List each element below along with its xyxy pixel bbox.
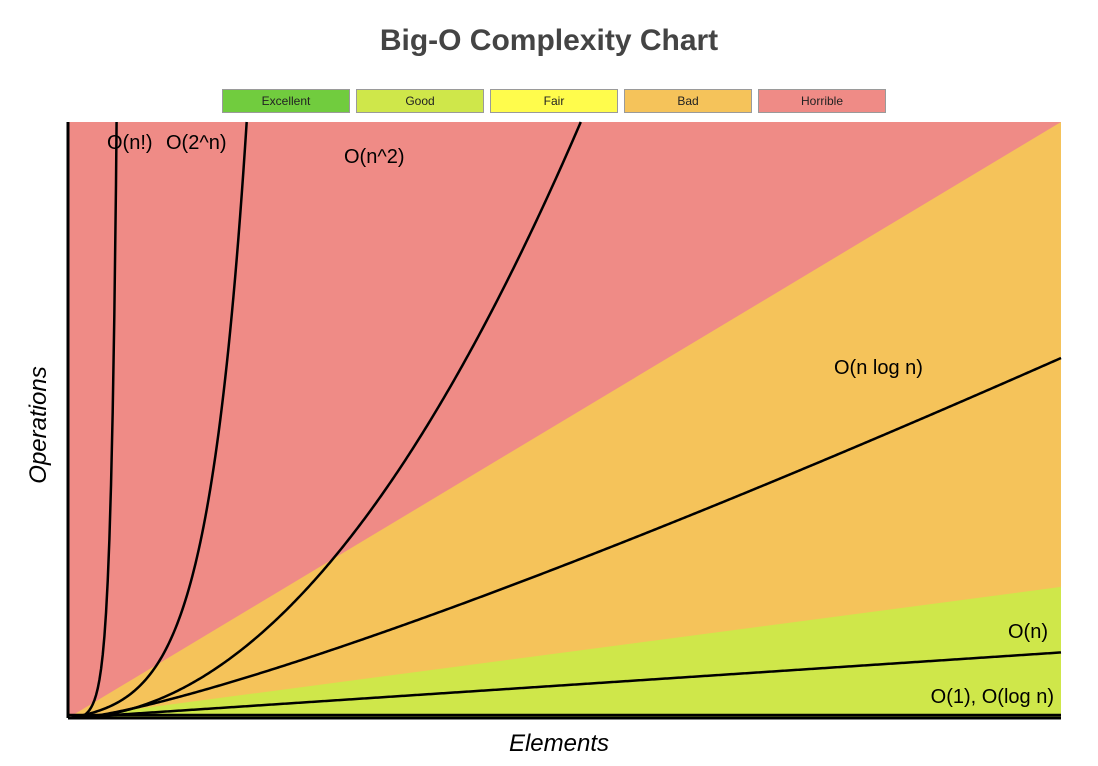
legend-bad: Bad <box>624 89 752 113</box>
legend: Excellent Good Fair Bad Horrible <box>222 89 886 115</box>
legend-horrible: Horrible <box>758 89 886 113</box>
y-axis-label: Operations <box>25 366 52 483</box>
curve-o-2-pow-n <box>67 121 248 720</box>
label-o-2-pow-n: O(2^n) <box>166 132 227 154</box>
legend-excellent: Excellent <box>222 89 350 113</box>
region-bad <box>68 122 1061 718</box>
x-axis-label: Elements <box>509 730 609 757</box>
label-o-1-log-n: O(1), O(log n) <box>931 686 1054 708</box>
label-o-n-squared: O(n^2) <box>344 146 405 168</box>
legend-good: Good <box>356 89 484 113</box>
curve-o-n <box>67 651 1062 720</box>
curve-o-n-log-n <box>68 356 1062 720</box>
curve-o-n-squared <box>67 121 582 720</box>
label-o-factorial: O(n!) <box>107 132 153 154</box>
chart-title: Big-O Complexity Chart <box>379 24 719 57</box>
region-good <box>68 586 1061 718</box>
label-o-n: O(n) <box>1008 621 1048 643</box>
label-o-n-log-n: O(n log n) <box>834 357 923 379</box>
legend-fair: Fair <box>490 89 618 113</box>
